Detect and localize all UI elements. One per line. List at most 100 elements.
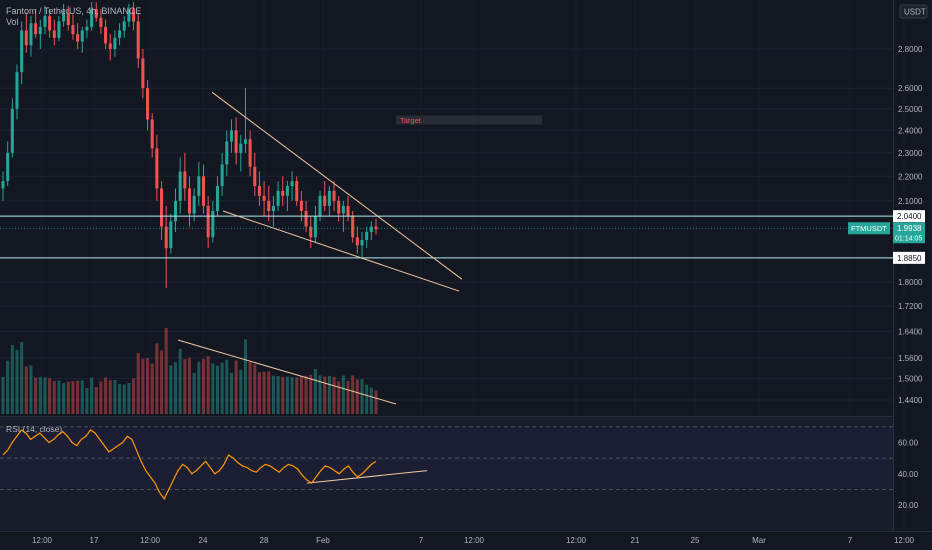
volume-bar <box>1 376 5 414</box>
rsi-tick-label-1: 40.00 <box>898 470 919 479</box>
candle-body <box>48 16 52 31</box>
volume-bar <box>99 381 103 414</box>
volume-bar <box>234 360 238 414</box>
candle-body <box>136 21 140 59</box>
currency-badge[interactable] <box>899 4 928 19</box>
horizontal-levels[interactable]: 2.0400 1.8850 FTMUSDT 1.9938 01:14:05 <box>0 210 925 264</box>
volume-bar <box>248 361 252 414</box>
candle-body <box>6 152 10 182</box>
candle-body <box>234 130 238 153</box>
price-tick-label-10: 1.5600 <box>898 354 923 363</box>
time-tick-label-7: 12:00 <box>464 536 485 545</box>
volume-bar <box>299 376 303 414</box>
candle-body <box>104 26 108 44</box>
wedge-lower-trendline[interactable] <box>222 210 460 292</box>
time-tick-label-5: Feb <box>316 536 330 545</box>
candle-body <box>169 221 173 249</box>
candle-body <box>211 211 215 238</box>
candle-body <box>346 205 350 217</box>
volume-bar <box>29 365 33 414</box>
price-tick-label-1: 2.6000 <box>898 84 923 93</box>
volume-bar <box>132 378 136 414</box>
volume-trendline[interactable] <box>177 339 397 405</box>
candle-body <box>276 190 280 206</box>
rsi-indicator <box>0 426 893 500</box>
time-tick-label-1: 17 <box>90 536 99 545</box>
candle-body <box>318 195 322 217</box>
symbol-badge-label: FTMUSDT <box>851 224 887 233</box>
volume-bar <box>10 344 14 414</box>
volume-bar <box>313 368 317 414</box>
volume-bar <box>271 375 275 414</box>
candle-body <box>309 226 313 238</box>
candle-body <box>118 30 122 38</box>
candle-body <box>66 12 70 26</box>
price-tick-label-8: 1.7200 <box>898 302 923 311</box>
candle-body <box>337 200 341 214</box>
symbol-badge <box>848 222 890 235</box>
time-tick-label-12: 7 <box>848 536 853 545</box>
volume-bar <box>225 359 229 414</box>
volume-bar <box>160 350 164 414</box>
volume-bar <box>85 388 89 414</box>
volume-bar <box>164 328 168 414</box>
candle-body <box>341 205 345 214</box>
volume-bar <box>281 376 285 414</box>
target-box <box>396 115 542 125</box>
candle-body <box>323 195 327 206</box>
candle-body <box>62 12 66 22</box>
volume-bar <box>43 377 47 414</box>
candle-body <box>43 16 47 27</box>
candle-body <box>239 143 243 153</box>
rsi-tick-label-0: 60.00 <box>898 439 919 448</box>
candle-body <box>76 34 80 42</box>
volume-bar <box>48 378 52 414</box>
volume-bar <box>229 372 233 414</box>
volume-bar <box>90 377 94 414</box>
volume-bar <box>6 360 10 414</box>
rsi-tick-label-2: 20.00 <box>898 501 919 510</box>
volume-bar <box>327 376 331 414</box>
candle-body <box>183 171 187 189</box>
wedge-upper-trendline[interactable] <box>211 91 463 280</box>
target-label: Target <box>400 116 422 125</box>
volume-bar <box>351 375 355 414</box>
volume-bar <box>243 339 247 414</box>
rsi-trendline[interactable] <box>306 470 428 484</box>
candle-body <box>150 119 154 149</box>
level-price-label-1: 1.8850 <box>897 254 922 263</box>
candle-body <box>206 205 210 238</box>
volume-bar <box>332 376 336 414</box>
volume-bar <box>178 349 182 414</box>
current-price-label: 1.9938 <box>897 224 922 233</box>
volume-bar <box>374 390 378 414</box>
trendlines[interactable] <box>177 91 463 484</box>
time-tick-label-11: Mar <box>752 536 766 545</box>
volume-bar <box>290 377 294 414</box>
volume-bar <box>34 377 38 414</box>
candle-body <box>71 25 75 35</box>
currency-selector[interactable]: USDT <box>899 4 928 19</box>
candle-body <box>220 164 224 186</box>
volume-bar <box>220 362 224 414</box>
volume-bar <box>66 381 70 414</box>
candle-body <box>141 58 145 89</box>
candle-body <box>164 226 168 249</box>
candle-body <box>80 30 84 42</box>
time-tick-label-8: 12:00 <box>566 536 587 545</box>
volume-bar <box>206 356 210 414</box>
volume-bar <box>309 374 313 414</box>
candle-body <box>197 176 201 196</box>
candle-body <box>243 139 247 144</box>
candle-body <box>127 9 131 22</box>
volume-bar <box>215 365 219 414</box>
volume-bar <box>253 364 257 414</box>
candle-body <box>271 205 275 212</box>
candle-body <box>281 190 285 196</box>
volume-bar <box>211 363 215 414</box>
candle-body <box>29 23 33 46</box>
annotation-layer: Target <box>396 115 542 125</box>
volume-bar <box>369 387 373 414</box>
candle-body <box>351 216 355 238</box>
